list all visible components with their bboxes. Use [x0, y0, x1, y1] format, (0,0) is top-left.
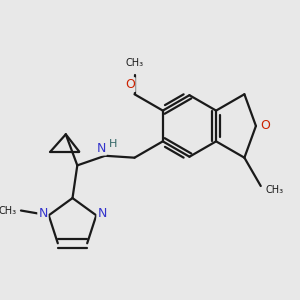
- Text: O: O: [261, 119, 271, 133]
- Text: N: N: [38, 207, 48, 220]
- Text: O: O: [125, 78, 135, 91]
- Text: H: H: [109, 139, 117, 149]
- Text: CH₃: CH₃: [125, 58, 144, 68]
- Text: N: N: [97, 142, 106, 154]
- Text: CH₃: CH₃: [265, 185, 283, 195]
- Text: N: N: [98, 207, 107, 220]
- Text: CH₃: CH₃: [0, 206, 16, 215]
